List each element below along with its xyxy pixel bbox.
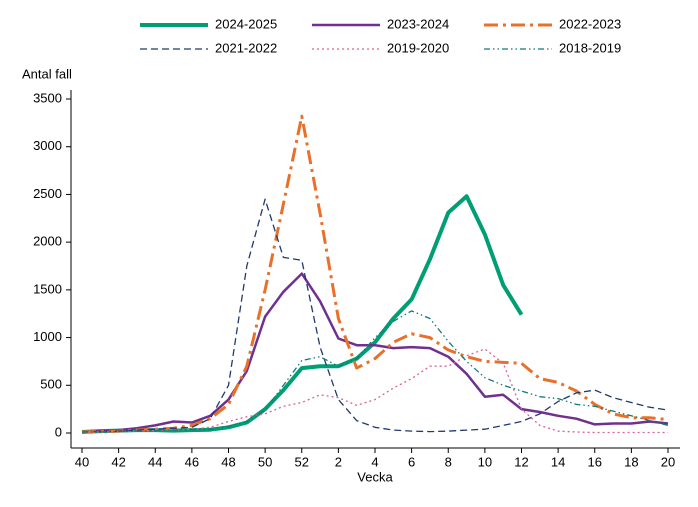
series-line: [81, 348, 668, 434]
series-line: [81, 198, 669, 433]
legend-label: 2022-2023: [559, 16, 621, 31]
x-tick-label: 50: [258, 454, 272, 469]
x-tick-label: 48: [221, 454, 235, 469]
x-tick-label: 10: [478, 454, 492, 469]
x-tick-label: 16: [588, 454, 602, 469]
y-tick-label: 2500: [33, 186, 62, 201]
x-axis-label: Vecka: [357, 469, 393, 484]
y-tick-label: 3000: [33, 138, 62, 153]
series-line: [81, 114, 669, 434]
y-axis-label: Antal fall: [22, 66, 72, 81]
legend-label: 2018-2019: [559, 40, 621, 55]
legend-label: 2023-2024: [387, 16, 449, 31]
series-line: [81, 310, 669, 433]
series-line: [81, 194, 524, 434]
x-tick-label: 20: [661, 454, 675, 469]
legend-label: 2024-2025: [215, 16, 277, 31]
x-tick-label: 8: [445, 454, 452, 469]
x-tick-label: 18: [624, 454, 638, 469]
legend-label: 2019-2020: [387, 40, 449, 55]
x-tick-label: 12: [514, 454, 528, 469]
x-tick-label: 14: [551, 454, 565, 469]
x-tick-label: 4: [371, 454, 378, 469]
y-tick-label: 3500: [33, 90, 62, 105]
x-tick-label: 52: [295, 454, 309, 469]
legend-label: 2021-2022: [215, 40, 277, 55]
y-tick-label: 1000: [33, 329, 62, 344]
x-tick-label: 6: [408, 454, 415, 469]
series-line: [81, 272, 669, 434]
y-tick-label: 500: [40, 377, 62, 392]
x-tick-label: 42: [111, 454, 125, 469]
x-tick-label: 2: [335, 454, 342, 469]
y-tick-label: 1500: [33, 281, 62, 296]
x-tick-label: 40: [75, 454, 89, 469]
y-tick-label: 0: [55, 424, 62, 439]
y-tick-label: 2000: [33, 234, 62, 249]
x-tick-label: 44: [148, 454, 162, 469]
x-tick-label: 46: [185, 454, 199, 469]
